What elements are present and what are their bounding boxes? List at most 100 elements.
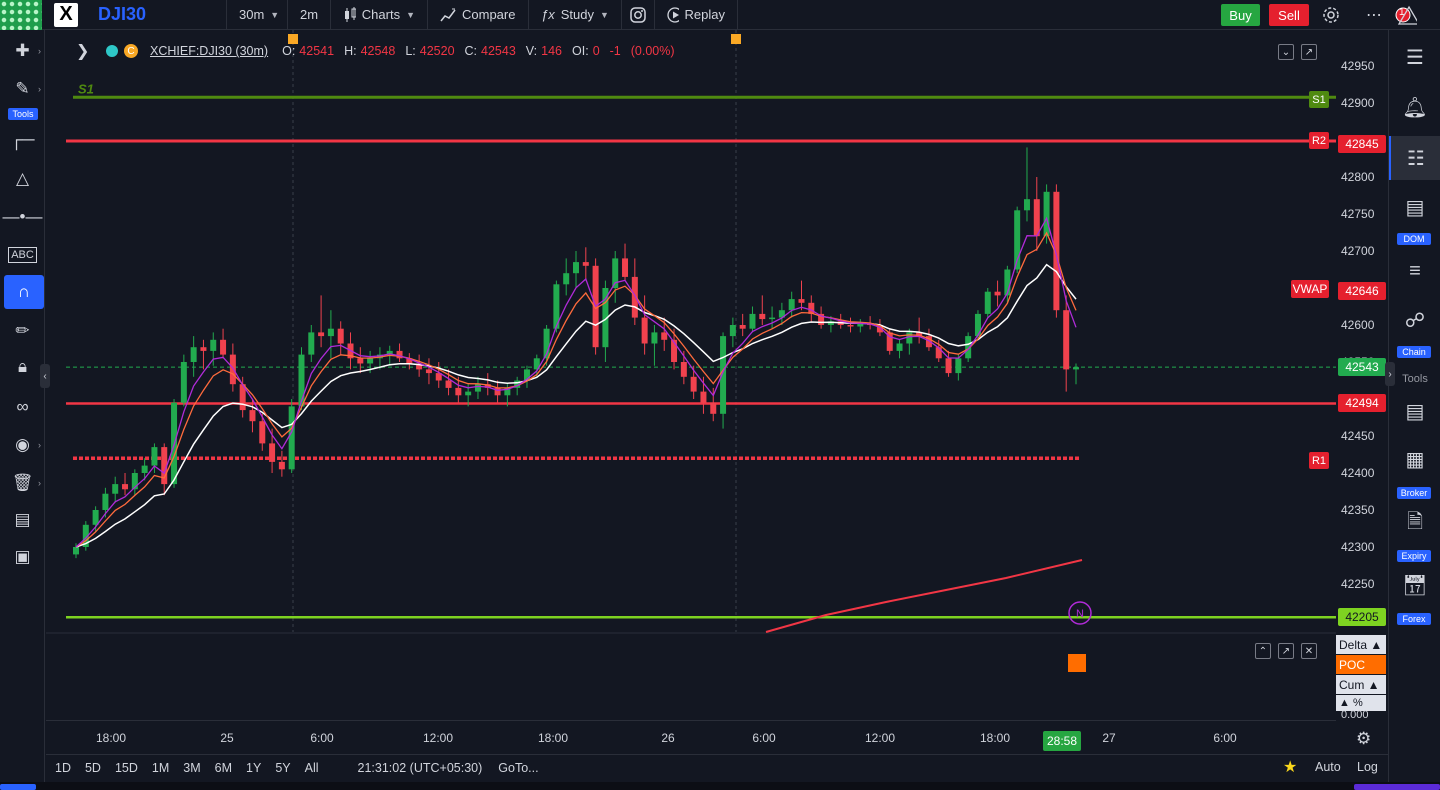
interval-selector[interactable]: 30m ▼ xyxy=(227,0,287,30)
brand-logo-icon[interactable] xyxy=(0,0,42,30)
instagram-button[interactable] xyxy=(622,0,654,30)
left-panel-collapse-handle[interactable]: ‹ xyxy=(40,364,50,388)
log-scale-button[interactable]: Log xyxy=(1357,760,1378,774)
low-label: L: xyxy=(405,44,416,58)
poc-toggle[interactable]: POC xyxy=(1336,655,1386,674)
list-button[interactable]: ≡ xyxy=(1389,254,1440,288)
range-button-1d[interactable]: 1D xyxy=(55,760,71,775)
pattern-tool[interactable]: △ xyxy=(0,162,45,196)
delta-toggle[interactable]: Delta ▲ xyxy=(1336,635,1386,654)
candle-body xyxy=(847,325,854,327)
list-icon: ≡ xyxy=(1409,259,1421,282)
dom-button[interactable]: ▤ xyxy=(1389,190,1440,224)
tools-badge: Tools xyxy=(8,108,38,120)
crosshair-tool[interactable]: ✚ › xyxy=(0,34,45,68)
oi-label: OI: xyxy=(572,44,589,58)
pane-up-button[interactable]: ⌃ xyxy=(1255,643,1271,659)
candle-body xyxy=(808,302,815,314)
layers-button[interactable]: ☰ xyxy=(1389,40,1440,74)
brush-tool[interactable]: ✏ xyxy=(0,314,45,348)
chain-button[interactable]: ☍ xyxy=(1389,303,1440,337)
percent-toggle[interactable]: ▲ % xyxy=(1336,695,1386,711)
candle-body xyxy=(778,310,785,318)
gear-icon[interactable] xyxy=(1320,4,1342,26)
horizontal-line-tool[interactable]: —•— xyxy=(0,200,45,234)
instagram-icon xyxy=(630,6,646,23)
range-button-1y[interactable]: 1Y xyxy=(246,760,262,775)
candle-body xyxy=(651,332,658,344)
replay-button[interactable]: Replay xyxy=(655,0,737,30)
alert-icon[interactable]: 1 xyxy=(1395,4,1417,26)
watchlist-button[interactable]: ☷ xyxy=(1389,136,1440,180)
candle-body xyxy=(671,339,678,362)
legend-symbol[interactable]: XCHIEF:DJI30 (30m) xyxy=(150,44,269,58)
range-button-15d[interactable]: 15D xyxy=(114,760,138,775)
chevron-right-icon: › xyxy=(38,478,41,488)
broker-button[interactable]: ▦ xyxy=(1389,442,1440,476)
cum-toggle[interactable]: Cum ▲ xyxy=(1336,675,1386,694)
compare-button[interactable]: Compare xyxy=(428,0,528,30)
auto-scale-button[interactable]: Auto xyxy=(1315,760,1341,774)
buy-button[interactable]: Buy xyxy=(1221,4,1260,26)
link-tool[interactable]: ∞ xyxy=(0,390,45,424)
charts-button[interactable]: Charts ▼ xyxy=(331,0,427,30)
collapse-pane-button[interactable]: ⌄ xyxy=(1278,44,1294,60)
range-button-5y[interactable]: 5Y xyxy=(275,760,291,775)
candle-body xyxy=(710,402,717,414)
tools-button[interactable]: ▤ xyxy=(1389,394,1440,428)
long-ma-curve xyxy=(765,559,1083,633)
pane-maximize-button[interactable]: ↗ xyxy=(1278,643,1294,659)
range-button-all[interactable]: All xyxy=(304,760,319,775)
toolbar-divider xyxy=(528,0,529,30)
chevron-right-icon[interactable]: ❯ xyxy=(76,43,90,60)
right-sidebar: ☰ 🔔︎ ☷ ▤ DOM ≡ ☍ Chain Tools ▤ ▦ Broker … xyxy=(1388,30,1440,782)
range-button-3m[interactable]: 3M xyxy=(183,760,201,775)
range-button-6m[interactable]: 6M xyxy=(214,760,233,775)
pane-close-button[interactable]: ✕ xyxy=(1301,643,1317,659)
candle-body xyxy=(141,465,148,473)
symbol-name[interactable]: DJI30 xyxy=(98,4,147,24)
goto-button[interactable]: GoTo... xyxy=(498,760,539,775)
x-logo-icon[interactable]: X xyxy=(54,2,78,27)
toolbar-divider xyxy=(621,0,622,30)
right-panel-collapse-handle[interactable]: › xyxy=(1385,362,1395,386)
screenshot-tool[interactable]: ▣ xyxy=(0,540,45,574)
range-button-5d[interactable]: 5D xyxy=(84,760,101,775)
status-dot-icon xyxy=(106,45,118,57)
favorite-star-icon[interactable]: ★ xyxy=(1283,759,1298,776)
interval-2m-button[interactable]: 2m xyxy=(288,0,330,30)
candle-body xyxy=(386,350,393,355)
text-tool[interactable]: ABC xyxy=(0,238,45,272)
forex-button[interactable]: 📅︎ xyxy=(1389,568,1440,602)
study-button[interactable]: ƒx Study ▼ xyxy=(529,0,621,30)
alerts-button[interactable]: 🔔︎ xyxy=(1389,90,1440,124)
price-chart[interactable]: S1 N xyxy=(46,30,1336,720)
candle-body xyxy=(288,406,295,470)
price-axis[interactable]: 4295042900428504280042750427004265042600… xyxy=(1336,30,1388,720)
maximize-pane-button[interactable]: ↗ xyxy=(1301,44,1317,60)
candle-body xyxy=(229,354,236,385)
r2-tag: R2 xyxy=(1309,132,1329,149)
magnet-tool[interactable]: ∩ xyxy=(4,275,44,309)
time-axis[interactable]: 18:00 25 6:00 12:00 18:00 26 6:00 12:00 18:00 27 6… xyxy=(46,720,1336,754)
candle-body xyxy=(573,262,579,274)
visibility-tool[interactable]: ◉ › xyxy=(0,428,45,462)
candle-body xyxy=(367,358,374,364)
chart-canvas[interactable]: S1 N xyxy=(46,30,1336,720)
lock-tool[interactable]: 🔒︎ xyxy=(0,350,45,384)
range-button-1m[interactable]: 1M xyxy=(151,760,170,775)
candle-body xyxy=(945,358,952,374)
pencil-tool[interactable]: ✎ › xyxy=(0,72,45,106)
trend-tool[interactable]: ┌─ xyxy=(0,123,45,157)
expiry-button[interactable]: 🗎︎ xyxy=(1389,507,1440,541)
status-strip xyxy=(0,782,1440,790)
candle-body xyxy=(220,339,227,355)
axis-settings-icon[interactable]: ⚙ xyxy=(1356,729,1372,748)
more-icon[interactable]: ⋯ xyxy=(1366,7,1382,24)
price-tick-label: 42600 xyxy=(1341,318,1375,332)
price-tick-label: 42250 xyxy=(1341,577,1375,591)
ruler-tool[interactable]: ▤ xyxy=(0,503,45,537)
candle-body xyxy=(210,339,217,351)
sell-button[interactable]: Sell xyxy=(1269,4,1309,26)
delete-tool[interactable]: 🗑︎ › xyxy=(0,466,45,500)
